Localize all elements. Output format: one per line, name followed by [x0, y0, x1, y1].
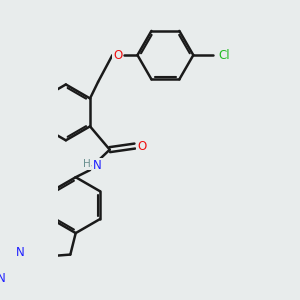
Text: N: N: [16, 246, 25, 259]
Text: O: O: [137, 140, 147, 153]
Text: N: N: [0, 272, 6, 285]
Text: H: H: [82, 159, 90, 169]
Text: Cl: Cl: [218, 49, 230, 62]
Text: O: O: [113, 49, 122, 62]
Text: N: N: [93, 159, 102, 172]
